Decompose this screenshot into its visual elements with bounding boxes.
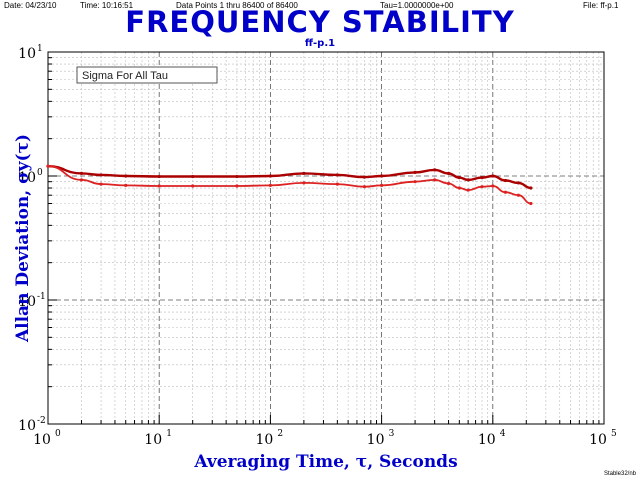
- y-tick-exponent: 1: [37, 44, 43, 54]
- series-point-2: [491, 184, 495, 188]
- y-tick-label: 10: [18, 294, 36, 310]
- series-point-2: [466, 188, 470, 192]
- series-point-1: [157, 174, 161, 179]
- header-date: Date: 04/23/10: [4, 1, 57, 10]
- legend-box: Sigma For All Tau: [76, 66, 218, 84]
- series-point-1: [79, 171, 84, 175]
- legend-label: Sigma For All Tau: [82, 70, 168, 82]
- series-point-1: [99, 173, 103, 177]
- series-point-1: [413, 170, 417, 174]
- series-point-2: [380, 183, 384, 187]
- series-point-2: [235, 184, 239, 188]
- footer-label: Stable32/nb: [603, 471, 636, 477]
- x-tick-exponent: 0: [55, 429, 61, 439]
- y-tick-exponent: 0: [37, 168, 43, 178]
- series-line-2: [47, 165, 532, 205]
- header-tau: Tau=1.0000000e+00: [380, 1, 454, 10]
- header-file: File: ff-p.1: [583, 1, 619, 10]
- series-point-1: [446, 171, 451, 175]
- series-point-2: [413, 180, 417, 184]
- x-axis-label: Averaging Time, τ, Seconds: [193, 452, 457, 472]
- series-point-1: [124, 174, 128, 178]
- legend-frame: [76, 66, 218, 84]
- x-tick-label: 10: [478, 432, 496, 448]
- y-axis-label: Allan Deviation, σy(τ): [13, 134, 33, 343]
- series-point-2: [79, 178, 84, 182]
- series-point-2: [503, 190, 508, 194]
- series-point-1: [466, 178, 470, 182]
- plot-frame: [47, 51, 605, 425]
- x-tick-label: 10: [589, 432, 607, 448]
- series-point-2: [433, 178, 437, 182]
- series-point-1: [529, 186, 533, 190]
- series-point-1: [480, 176, 484, 180]
- y-tick-label: 10: [18, 46, 36, 62]
- header-data-points: Data Points 1 thru 86400 of 86400: [176, 1, 298, 10]
- series-point-1: [503, 178, 508, 183]
- series-point-2: [302, 181, 306, 185]
- series-point-2: [124, 183, 128, 187]
- y-tick-exponent: -2: [37, 416, 46, 426]
- x-tick-exponent: 1: [166, 429, 172, 439]
- series-point-2: [191, 184, 195, 188]
- y-tick-label: 10: [18, 418, 36, 434]
- series-point-2: [335, 182, 339, 186]
- series-point-1: [362, 175, 366, 179]
- chart-title: FREQUENCY STABILITY: [125, 5, 515, 39]
- series-point-2: [516, 193, 521, 197]
- series-point-1: [335, 173, 339, 177]
- x-tick-exponent: 4: [500, 429, 506, 439]
- series-point-1: [302, 171, 306, 175]
- series-point-1: [380, 174, 384, 178]
- data-series: [46, 164, 533, 206]
- series-point-2: [457, 186, 461, 190]
- x-tick-label: 10: [33, 432, 51, 448]
- x-tick-exponent: 3: [389, 429, 395, 439]
- series-line-1: [47, 165, 532, 190]
- series-point-2: [362, 185, 366, 189]
- chart-subtitle: ff-p.1: [304, 38, 336, 49]
- series-point-2: [480, 185, 484, 189]
- x-tick-label: 10: [255, 432, 273, 448]
- x-tick-exponent: 5: [611, 429, 617, 439]
- y-tick-exponent: -1: [37, 292, 46, 302]
- y-tick-label: 10: [18, 170, 36, 186]
- series-point-1: [191, 174, 195, 179]
- chart-grid: [48, 52, 604, 424]
- series-point-1: [433, 168, 437, 172]
- series-point-2: [529, 201, 533, 206]
- tick-labels: 10 0 10 1 10 2 10 3 10 4 10 510 -210 -110 010 1: [18, 44, 617, 448]
- series-point-1: [516, 181, 521, 185]
- series-point-1: [268, 174, 272, 178]
- tick-marks: [47, 57, 600, 425]
- series-point-2: [268, 183, 272, 187]
- x-tick-label: 10: [367, 432, 385, 448]
- series-point-2: [46, 164, 50, 168]
- x-tick-exponent: 2: [277, 429, 283, 439]
- series-point-2: [99, 182, 103, 186]
- header-time: Time: 10:16:51: [80, 1, 134, 10]
- series-point-1: [457, 176, 461, 180]
- x-tick-label: 10: [144, 432, 162, 448]
- series-point-1: [235, 174, 239, 179]
- series-point-2: [446, 181, 451, 186]
- series-point-1: [491, 174, 495, 178]
- series-point-2: [157, 184, 161, 188]
